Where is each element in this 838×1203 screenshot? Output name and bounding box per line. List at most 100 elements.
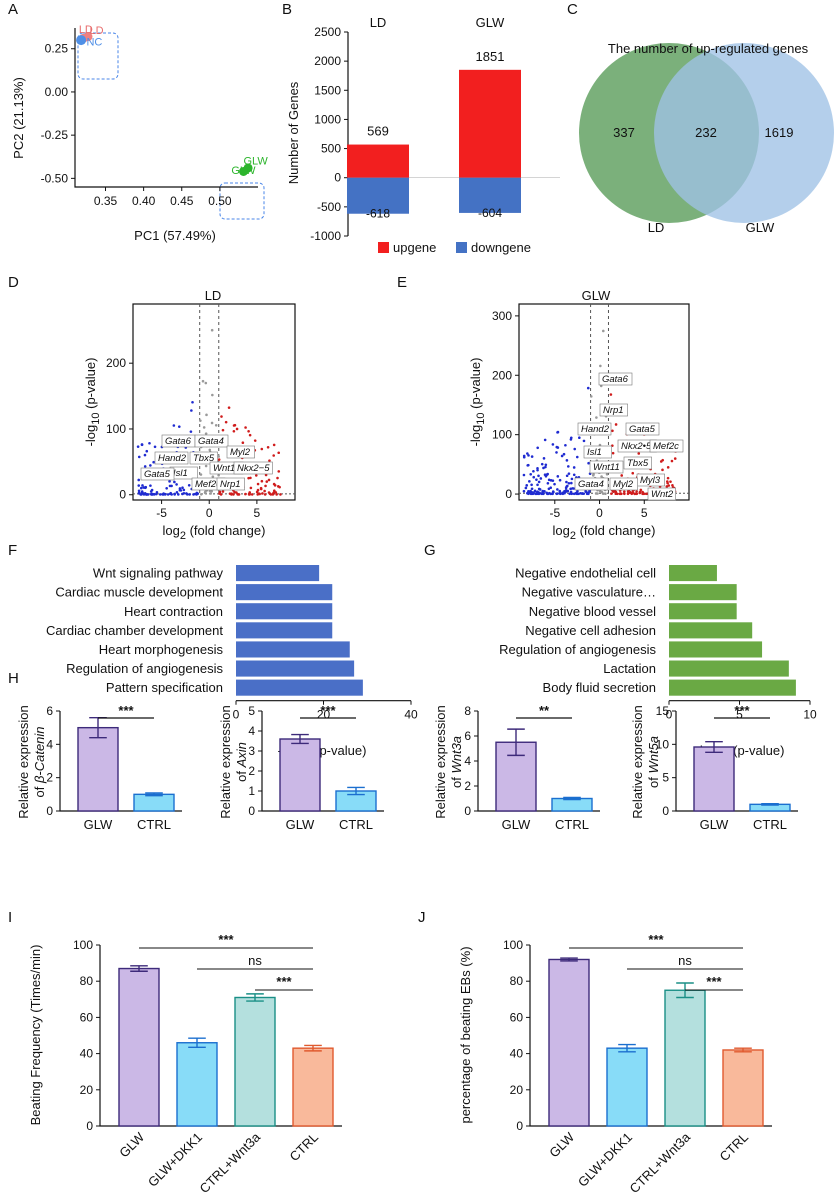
gene-label-box — [233, 461, 273, 475]
volcano-point — [669, 480, 672, 483]
go-x-tick-label: 5 — [736, 708, 743, 722]
volcano-point — [544, 465, 547, 469]
volcano-point — [532, 469, 535, 473]
go-bar — [669, 679, 796, 696]
volcano-point — [256, 488, 260, 492]
volcano-point — [265, 480, 269, 483]
chart-y-tick-label: 80 — [80, 974, 94, 988]
volcano-point — [137, 484, 141, 487]
volcano-point — [173, 480, 176, 484]
volcano-point — [546, 492, 550, 496]
chart-y-tick-label: 2 — [46, 771, 53, 785]
gene-label: Gata5 — [144, 469, 171, 480]
chart-bar — [664, 989, 706, 1127]
go-term-label: Body fluid secretion — [543, 680, 656, 695]
volcano-point — [232, 429, 236, 433]
venn-diagram: The number of up-regulated genes 337 232… — [579, 41, 834, 235]
gene-label: Gata6 — [165, 436, 192, 447]
volcano-y-tick-label: 0 — [119, 488, 126, 502]
volcano-point — [551, 492, 554, 496]
volcano-point — [264, 484, 267, 488]
volcano-point — [542, 466, 545, 470]
gene-label: Gata6 — [602, 374, 629, 385]
chart-y-tick-label: 80 — [510, 974, 524, 988]
gene-label-box — [216, 477, 245, 491]
gene-label-box — [189, 451, 218, 465]
chart-y-tick-label: 40 — [510, 1047, 524, 1061]
volcano-point — [232, 424, 236, 427]
pca-label-nc: NC — [86, 36, 102, 48]
volcano-point — [670, 459, 674, 463]
volcano-point — [537, 480, 541, 484]
volcano-point — [532, 475, 536, 479]
volcano-point — [140, 443, 144, 446]
volcano-point — [202, 426, 206, 429]
volcano-point — [535, 478, 538, 481]
volcano-point — [530, 492, 534, 496]
gene-label-box — [647, 487, 676, 501]
deg-bar-up — [459, 69, 521, 178]
volcano-point — [139, 486, 143, 490]
chart-bar — [548, 958, 590, 1127]
volcano-point — [137, 455, 141, 459]
volcano-point — [665, 485, 669, 488]
chart-x-label: GLW — [84, 817, 113, 832]
volcano-point — [673, 457, 677, 460]
volcano-point — [182, 491, 186, 495]
volcano-point — [536, 468, 539, 472]
pca-x-label: PC1 (57.49%) — [134, 228, 216, 243]
volcano-point — [555, 451, 558, 454]
volcano-point — [143, 465, 147, 468]
go-term-label: Heart morphogenesis — [99, 642, 224, 657]
chart-y-tick-label: 0 — [662, 804, 669, 818]
volcano-point — [555, 492, 558, 496]
volcano-point — [211, 475, 215, 478]
volcano-point — [204, 464, 208, 468]
volcano-point — [186, 493, 189, 496]
chart-bar — [279, 738, 321, 812]
deg-bars: 569 -618 1851 -604 — [347, 49, 521, 221]
go-term-label: Heart contraction — [124, 604, 223, 619]
volcano-point — [272, 482, 276, 486]
volcano-point — [142, 493, 146, 496]
volcano-glw-title: GLW — [582, 288, 611, 303]
go-term-label: Cardiac chamber development — [46, 623, 223, 638]
volcano-point — [525, 484, 529, 487]
volcano-point — [565, 459, 569, 462]
volcano-point — [175, 483, 178, 486]
volcano-point — [534, 492, 537, 496]
gene-label: Hand2 — [581, 424, 610, 435]
volcano-point — [176, 493, 180, 496]
volcano-point — [533, 489, 537, 493]
pca-label-ld: LD — [89, 25, 103, 37]
volcano-point — [582, 439, 586, 443]
panel-label-i: I — [8, 909, 12, 926]
go-bar — [236, 565, 320, 582]
volcano-point — [152, 493, 156, 496]
volcano-point — [666, 476, 670, 480]
volcano-point — [209, 492, 212, 495]
gene-label-box — [625, 422, 660, 436]
pca-y-tick-label: 0.25 — [45, 42, 69, 56]
pca-label-glw: GLW — [231, 165, 256, 177]
gene-label: Mef2c — [195, 479, 221, 490]
volcano-point — [230, 493, 233, 496]
volcano-point — [267, 491, 271, 494]
deg-ticks: 2500 2000 1500 1000 500 0 -500 -1000 — [310, 25, 560, 243]
volcano-point — [556, 488, 559, 491]
panel-label-b: B — [282, 1, 292, 18]
volcano-point — [233, 490, 236, 494]
go-bar — [236, 622, 333, 639]
volcano-point — [537, 487, 541, 491]
qpcr-y-label: Relative expressionof β-Catenin — [16, 705, 47, 818]
gene-label: Gata5 — [629, 424, 656, 435]
volcano-point — [556, 430, 560, 434]
volcano-point — [547, 478, 551, 482]
gene-label-box — [226, 445, 255, 459]
go-bar — [669, 565, 717, 582]
volcano-point — [220, 415, 223, 418]
volcano-point — [524, 486, 528, 490]
chart-y-tick-label: 20 — [510, 1083, 524, 1097]
